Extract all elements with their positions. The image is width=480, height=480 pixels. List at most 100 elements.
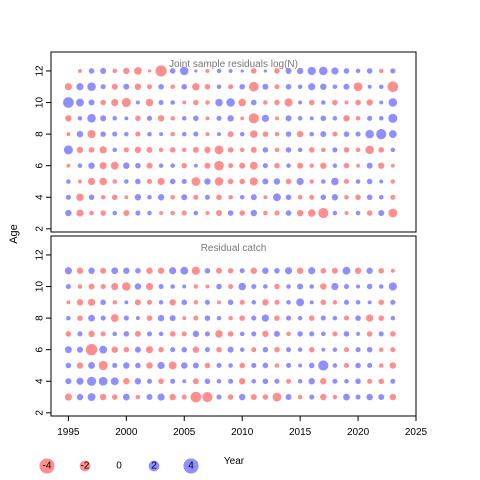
bubble-joint-age5-2020 bbox=[355, 179, 361, 184]
bubble-catch-age6-2007 bbox=[204, 347, 210, 353]
bubble-catch-age5-2008 bbox=[216, 362, 222, 369]
panel-frame bbox=[50, 51, 417, 233]
bubble-catch-age10-2011 bbox=[251, 283, 257, 290]
bubble-catch-age7-2018 bbox=[332, 331, 338, 337]
bubble-joint-age8-1996 bbox=[76, 130, 84, 138]
bubble-catch-age8-2014 bbox=[285, 315, 292, 321]
bubble-joint-age3-2018 bbox=[332, 210, 338, 216]
bubble-catch-age6-2017 bbox=[321, 347, 326, 352]
bubble-joint-age10-2005 bbox=[182, 100, 187, 105]
bubble-joint-age5-2011 bbox=[249, 177, 258, 186]
bubble-joint-age8-2014 bbox=[285, 131, 292, 137]
bubble-joint-age4-2008 bbox=[216, 194, 222, 201]
bubble-joint-age6-2004 bbox=[170, 163, 175, 168]
bubble-joint-age7-2001 bbox=[134, 146, 142, 154]
bubble-joint-age3-2001 bbox=[135, 210, 141, 216]
bubble-catch-age9-2014 bbox=[286, 300, 291, 305]
bubble-catch-age4-2004 bbox=[170, 378, 176, 384]
bubble-catch-age8-1995 bbox=[66, 315, 71, 321]
bubble-catch-age5-2009 bbox=[228, 363, 233, 368]
bubble-joint-age7-1995 bbox=[63, 145, 73, 155]
bubble-joint-age5-1996 bbox=[77, 179, 82, 184]
bubble-catch-age7-2023 bbox=[390, 331, 396, 337]
bubble-joint-age3-2008 bbox=[216, 210, 223, 217]
bubble-joint-age3-2021 bbox=[366, 210, 373, 216]
bubble-joint-age11-2005 bbox=[181, 83, 188, 90]
bubble-catch-age4-2007 bbox=[204, 378, 211, 385]
y-tick-label: 2 bbox=[35, 226, 46, 232]
bubble-catch-age8-2015 bbox=[297, 315, 303, 321]
bubble-joint-age5-2018 bbox=[331, 177, 339, 186]
bubble-catch-age10-2005 bbox=[182, 284, 187, 289]
bubble-joint-age6-2022 bbox=[378, 162, 385, 169]
bubble-joint-age9-2006 bbox=[193, 115, 199, 122]
x-tick-label: 2020 bbox=[347, 427, 370, 438]
bubble-catch-age5-2010 bbox=[239, 362, 245, 369]
bubble-joint-age9-2007 bbox=[205, 116, 210, 121]
bubble-catch-age10-2006 bbox=[193, 284, 199, 289]
bubble-joint-age9-2014 bbox=[285, 115, 292, 122]
bubble-joint-age8-2000 bbox=[124, 131, 129, 137]
bubble-joint-age4-2011 bbox=[250, 194, 257, 201]
bubble-joint-age12-2022 bbox=[378, 68, 384, 74]
bubble-catch-age8-2017 bbox=[320, 315, 326, 321]
bubble-catch-age7-2010 bbox=[239, 331, 245, 337]
bubble-joint-age10-2015 bbox=[298, 100, 303, 105]
bubble-catch-age6-2020 bbox=[355, 347, 361, 353]
bubble-joint-age5-2000 bbox=[124, 179, 129, 184]
bubble-catch-age3-2002 bbox=[146, 394, 153, 401]
bubble-joint-age11-2014 bbox=[285, 83, 292, 90]
bubble-catch-age11-2005 bbox=[180, 266, 189, 275]
bubble-joint-age12-1996 bbox=[77, 68, 82, 73]
bubble-catch-age11-2000 bbox=[123, 267, 130, 274]
bubble-catch-age8-2018 bbox=[332, 315, 338, 321]
bubble-catch-age11-2002 bbox=[146, 267, 153, 274]
bubble-catch-age8-2013 bbox=[274, 315, 280, 321]
bubble-catch-age9-2010 bbox=[239, 299, 245, 305]
bubble-catch-age5-2019 bbox=[343, 362, 350, 369]
bubble-joint-age4-2017 bbox=[320, 194, 327, 201]
bubble-joint-age12-2016 bbox=[307, 66, 316, 76]
bubble-catch-age8-2010 bbox=[239, 315, 245, 321]
bubble-catch-age7-2021 bbox=[366, 331, 373, 337]
bubbles-catch bbox=[64, 266, 397, 403]
bubble-catch-age11-2009 bbox=[227, 267, 234, 274]
bubble-catch-age11-2003 bbox=[157, 267, 165, 274]
bubble-catch-age8-2022 bbox=[378, 315, 385, 321]
bubble-joint-age5-2004 bbox=[169, 178, 176, 185]
bubble-joint-age12-2019 bbox=[343, 68, 350, 74]
bubble-joint-age6-2009 bbox=[228, 163, 234, 169]
bubble-catch-age4-2000 bbox=[123, 378, 130, 385]
bubble-joint-age5-2012 bbox=[262, 178, 269, 185]
bubble-catch-age5-2004 bbox=[168, 361, 177, 370]
bubble-joint-age8-1995 bbox=[66, 132, 71, 137]
bubble-joint-age10-2004 bbox=[170, 100, 175, 105]
bubble-joint-age11-2004 bbox=[170, 84, 175, 90]
bubble-joint-age7-2020 bbox=[355, 147, 361, 153]
bubble-joint-age7-2004 bbox=[169, 147, 176, 153]
bubble-catch-age11-2018 bbox=[331, 267, 338, 274]
bubble-joint-age7-2018 bbox=[332, 147, 338, 153]
bubble-catch-age7-2019 bbox=[343, 331, 350, 337]
bubble-joint-age9-2010 bbox=[240, 116, 245, 121]
bubble-catch-age9-2017 bbox=[320, 299, 327, 306]
x-axis: 1995 2000 2005 2010 2015 2020 2025 bbox=[57, 415, 428, 438]
bubble-joint-age7-1996 bbox=[76, 146, 84, 154]
panel-frame bbox=[50, 235, 417, 417]
bubble-catch-age3-2010 bbox=[238, 393, 246, 401]
bubble-catch-age4-2005 bbox=[182, 379, 187, 384]
bubble-joint-age5-1997 bbox=[87, 177, 96, 186]
bubble-joint-age3-1995 bbox=[65, 209, 72, 217]
x-tick-label: 1995 bbox=[57, 427, 80, 438]
bubble-catch-age3-2016 bbox=[309, 394, 315, 400]
y-tick-label: 8 bbox=[35, 131, 46, 137]
panels-group: 2 4 6 8 10 12 Joint sample residuals log(N) 2 4 6… bbox=[35, 51, 417, 417]
bubble-joint-age5-2013 bbox=[273, 178, 281, 185]
bubble-joint-age11-1997 bbox=[87, 82, 96, 91]
bubble-joint-age7-2002 bbox=[146, 146, 153, 153]
bubble-joint-age6-2005 bbox=[181, 162, 188, 169]
bubble-joint-age4-2020 bbox=[355, 194, 361, 201]
bubble-joint-age8-1998 bbox=[100, 131, 106, 137]
bubble-joint-age5-2014 bbox=[285, 178, 292, 185]
bubble-catch-age11-1997 bbox=[88, 267, 95, 274]
